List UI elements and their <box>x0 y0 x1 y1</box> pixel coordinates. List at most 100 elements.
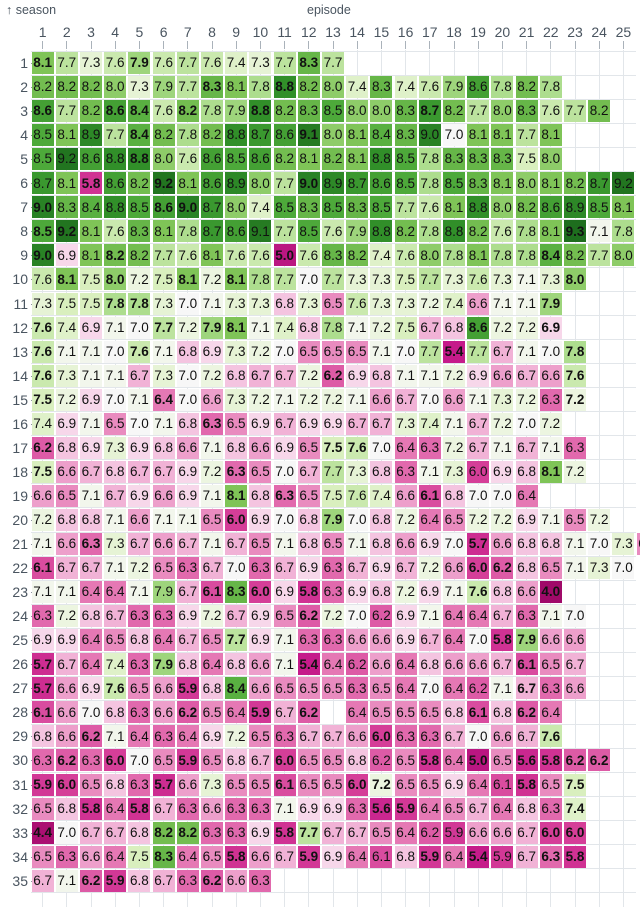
heatmap-cell[interactable]: 6.9 <box>322 798 344 820</box>
heatmap-cell[interactable]: 6.7 <box>153 870 175 892</box>
heatmap-cell[interactable]: 7.1 <box>516 268 538 290</box>
heatmap-cell[interactable]: 6.5 <box>443 798 465 820</box>
heatmap-cell[interactable]: 7.5 <box>56 293 78 315</box>
heatmap-cell[interactable]: 6.5 <box>540 774 562 796</box>
heatmap-cell[interactable]: 7.0 <box>225 557 247 579</box>
heatmap-cell[interactable]: 6.4 <box>467 774 489 796</box>
heatmap-cell[interactable]: 7.2 <box>128 268 150 290</box>
heatmap-cell[interactable]: 6.7 <box>322 822 344 844</box>
heatmap-cell[interactable]: 8.2 <box>516 196 538 218</box>
heatmap-cell[interactable]: 6.4 <box>80 581 102 603</box>
heatmap-cell[interactable]: 7.3 <box>153 365 175 387</box>
heatmap-cell[interactable]: 8.2 <box>177 822 199 844</box>
heatmap-cell[interactable]: 6.9 <box>249 413 271 435</box>
heatmap-cell[interactable]: 7.1 <box>80 341 102 363</box>
heatmap-cell[interactable]: 6.5 <box>298 485 320 507</box>
heatmap-cell[interactable]: 7.2 <box>249 389 271 411</box>
heatmap-cell[interactable]: 5.8 <box>80 798 102 820</box>
heatmap-cell[interactable]: 6.8 <box>274 293 296 315</box>
heatmap-cell[interactable]: 7.2 <box>564 461 586 483</box>
heatmap-cell[interactable]: 6.6 <box>80 846 102 868</box>
heatmap-cell[interactable]: 6.5 <box>201 629 223 651</box>
heatmap-cell[interactable]: 6.8 <box>540 533 562 555</box>
heatmap-cell[interactable]: 7.4 <box>225 52 247 74</box>
heatmap-cell[interactable]: 8.4 <box>128 124 150 146</box>
heatmap-cell[interactable]: 6.0 <box>467 461 489 483</box>
heatmap-cell[interactable]: 6.7 <box>249 749 271 771</box>
heatmap-cell[interactable]: 5.6 <box>370 798 392 820</box>
heatmap-cell[interactable]: 7.6 <box>346 485 368 507</box>
heatmap-cell[interactable]: 7.0 <box>467 629 489 651</box>
heatmap-cell[interactable]: 7.4 <box>32 413 54 435</box>
heatmap-cell[interactable]: 8.2 <box>153 124 175 146</box>
heatmap-cell[interactable]: 6.3 <box>395 461 417 483</box>
heatmap-cell[interactable]: 7.4 <box>104 653 126 675</box>
heatmap-cell[interactable]: 7.7 <box>177 52 199 74</box>
heatmap-cell[interactable]: 5.8 <box>80 172 102 194</box>
heatmap-cell[interactable]: 8.0 <box>346 100 368 122</box>
heatmap-cell[interactable]: 6.5 <box>128 677 150 699</box>
heatmap-cell[interactable]: 6.2 <box>467 677 489 699</box>
heatmap-cell[interactable]: 7.1 <box>153 341 175 363</box>
heatmap-cell[interactable]: 6.3 <box>346 798 368 820</box>
heatmap-cell[interactable]: 6.3 <box>249 798 271 820</box>
heatmap-cell[interactable]: 6.5 <box>370 677 392 699</box>
heatmap-cell[interactable]: 7.2 <box>419 557 441 579</box>
heatmap-cell[interactable]: 7.8 <box>128 293 150 315</box>
heatmap-cell[interactable]: 6.6 <box>249 653 271 675</box>
heatmap-cell[interactable]: 7.5 <box>564 774 586 796</box>
heatmap-cell[interactable]: 6.8 <box>298 533 320 555</box>
heatmap-cell[interactable]: 6.2 <box>298 605 320 627</box>
heatmap-cell[interactable]: 7.3 <box>491 268 513 290</box>
heatmap-cell[interactable]: 8.6 <box>274 124 296 146</box>
heatmap-cell[interactable]: 7.1 <box>419 365 441 387</box>
heatmap-cell[interactable]: 8.2 <box>516 76 538 98</box>
heatmap-cell[interactable]: 6.9 <box>322 413 344 435</box>
heatmap-cell[interactable]: 8.2 <box>32 76 54 98</box>
heatmap-cell[interactable]: 8.2 <box>128 244 150 266</box>
heatmap-cell[interactable]: 7.8 <box>322 317 344 339</box>
heatmap-cell[interactable]: 6.0 <box>564 822 586 844</box>
heatmap-cell[interactable]: 7.5 <box>32 389 54 411</box>
heatmap-cell[interactable]: 6.8 <box>128 629 150 651</box>
heatmap-cell[interactable]: 6.7 <box>128 365 150 387</box>
heatmap-cell[interactable]: 7.0 <box>56 822 78 844</box>
heatmap-cell[interactable]: 8.2 <box>128 172 150 194</box>
heatmap-cell[interactable]: 7.0 <box>274 509 296 531</box>
heatmap-cell[interactable]: 6.3 <box>225 822 247 844</box>
heatmap-cell[interactable]: 6.1 <box>32 701 54 723</box>
heatmap-cell[interactable]: 8.2 <box>564 244 586 266</box>
heatmap-cell[interactable]: 7.2 <box>540 413 562 435</box>
heatmap-cell[interactable]: 6.3 <box>249 557 271 579</box>
heatmap-cell[interactable]: 6.9 <box>80 677 102 699</box>
heatmap-cell[interactable]: 6.7 <box>395 389 417 411</box>
heatmap-cell[interactable]: 6.7 <box>370 413 392 435</box>
heatmap-cell[interactable]: 7.9 <box>516 629 538 651</box>
heatmap-cell[interactable]: 7.1 <box>128 581 150 603</box>
heatmap-cell[interactable]: 6.8 <box>491 701 513 723</box>
heatmap-cell[interactable]: 7.4 <box>56 317 78 339</box>
heatmap-cell[interactable]: 6.5 <box>540 653 562 675</box>
heatmap-cell[interactable]: 6.9 <box>249 629 271 651</box>
heatmap-cell[interactable]: 7.0 <box>612 557 634 579</box>
heatmap-cell[interactable]: 7.2 <box>370 317 392 339</box>
heatmap-cell[interactable]: 8.7 <box>201 196 223 218</box>
heatmap-cell[interactable]: 6.7 <box>249 365 271 387</box>
heatmap-cell[interactable]: 7.9 <box>153 653 175 675</box>
heatmap-cell[interactable]: 6.5 <box>419 701 441 723</box>
heatmap-cell[interactable]: 6.9 <box>274 581 296 603</box>
heatmap-cell[interactable]: 6.7 <box>80 822 102 844</box>
heatmap-cell[interactable]: 6.3 <box>346 677 368 699</box>
heatmap-cell[interactable]: 7.3 <box>128 76 150 98</box>
heatmap-cell[interactable]: 8.1 <box>201 244 223 266</box>
heatmap-cell[interactable]: 6.2 <box>370 749 392 771</box>
heatmap-cell[interactable]: 7.4 <box>370 244 392 266</box>
heatmap-cell[interactable]: 7.2 <box>298 365 320 387</box>
heatmap-cell[interactable]: 7.0 <box>274 461 296 483</box>
heatmap-cell[interactable]: 6.3 <box>128 605 150 627</box>
heatmap-cell[interactable]: 6.7 <box>298 725 320 747</box>
heatmap-cell[interactable]: 7.0 <box>274 341 296 363</box>
heatmap-cell[interactable]: 6.6 <box>370 653 392 675</box>
heatmap-cell[interactable]: 8.1 <box>177 268 199 290</box>
heatmap-cell[interactable]: 6.8 <box>346 749 368 771</box>
